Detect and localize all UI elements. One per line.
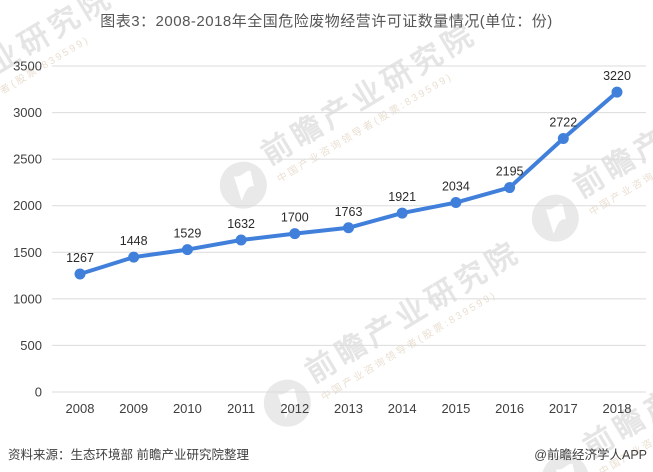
y-axis-tick-label: 2500 [13, 152, 42, 167]
chart-title: 图表3：2008-2018年全国危险废物经营许可证数量情况(单位：份) [100, 13, 553, 30]
data-point-label: 3220 [603, 69, 631, 83]
data-point-marker [504, 182, 516, 194]
x-axis-tick-label: 2017 [549, 401, 578, 416]
x-axis-tick-label: 2013 [334, 401, 363, 416]
data-point-label: 2034 [442, 180, 470, 194]
y-axis-tick-label: 3000 [13, 105, 42, 120]
data-point-marker [74, 268, 86, 280]
data-point-label: 1921 [388, 190, 416, 204]
x-axis-tick-label: 2016 [495, 401, 524, 416]
x-axis-tick-label: 2012 [280, 401, 309, 416]
data-point-marker [235, 234, 247, 246]
data-point-label: 1267 [66, 251, 94, 265]
x-axis-tick-label: 2015 [441, 401, 470, 416]
data-point-marker [450, 197, 462, 209]
y-axis-tick-label: 3500 [13, 59, 42, 74]
y-axis-tick-label: 1500 [13, 245, 42, 260]
data-point-marker [611, 86, 623, 98]
y-axis-tick-label: 1000 [13, 291, 42, 306]
data-point-marker [396, 207, 408, 219]
data-point-label: 1632 [227, 217, 255, 231]
y-axis-tick-label: 2000 [13, 198, 42, 213]
trend-line [78, 90, 619, 276]
data-point-label: 1448 [120, 234, 148, 248]
credit-note: @前瞻经济学人APP [534, 448, 647, 462]
y-axis-tick-label: 0 [35, 385, 42, 400]
x-axis-tick-label: 2014 [388, 401, 417, 416]
data-point-label: 1700 [281, 211, 309, 225]
chart-footer: 资料来源：生态环境部 前瞻产业研究院整理 @前瞻经济学人APP [8, 444, 647, 463]
data-point-marker [557, 132, 569, 144]
data-point-marker [128, 251, 140, 263]
x-axis-tick-label: 2008 [66, 401, 95, 416]
x-axis-tick-label: 2009 [119, 401, 148, 416]
data-point-label: 2722 [549, 115, 577, 129]
data-point-marker [343, 222, 354, 234]
data-point-marker [181, 244, 193, 256]
x-axis-tick-label: 2018 [603, 401, 632, 416]
y-axis-tick-label: 500 [20, 338, 42, 353]
data-point-marker [289, 228, 301, 240]
data-point-label: 1529 [173, 227, 201, 241]
data-point-label: 1763 [335, 205, 363, 219]
x-axis-tick-label: 2011 [227, 401, 255, 416]
x-axis-tick-label: 2010 [173, 401, 202, 416]
source-note: 资料来源：生态环境部 前瞻产业研究院整理 [8, 448, 249, 462]
data-point-label: 2195 [496, 165, 524, 179]
